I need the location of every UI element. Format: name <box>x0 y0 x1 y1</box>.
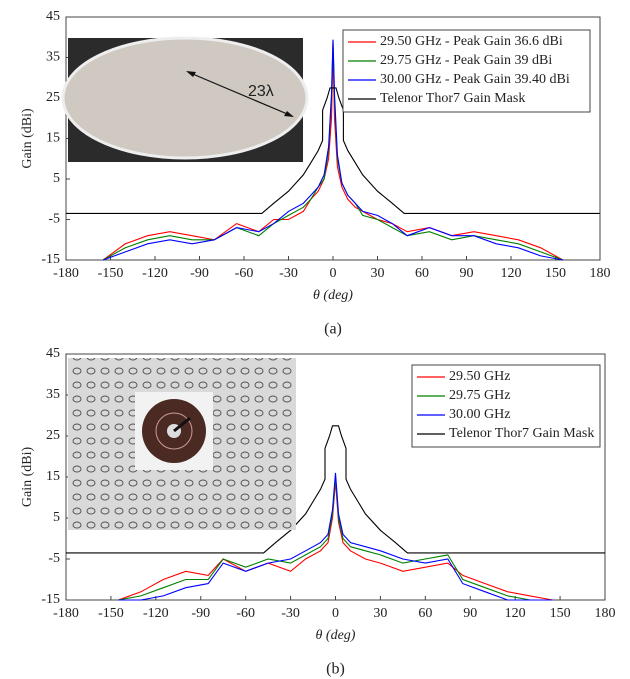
legend-label: Telenor Thor7 Gain Mask <box>380 91 525 106</box>
x-axis-label: θ (deg) <box>313 288 353 303</box>
x-tick-label: -180 <box>53 266 79 281</box>
chart: -180 -150 -120 -90 -60 -30 0 30 60 90 120 150 180 -15… <box>20 346 615 677</box>
y-axis-label: Gain (dBi) <box>20 447 35 508</box>
y-tick-label: 5 <box>53 510 60 525</box>
x-tick-label: 180 <box>595 606 616 621</box>
x-tick-label: -30 <box>281 606 300 621</box>
y-tick-label: 35 <box>46 387 60 402</box>
x-tick-label: -60 <box>236 606 255 621</box>
y-axis-label: Gain (dBi) <box>20 108 35 169</box>
x-tick-label: 0 <box>332 606 339 621</box>
x-tick-label: -180 <box>53 606 79 621</box>
legend-label: 29.75 GHz - Peak Gain 39 dBi <box>380 53 552 68</box>
x-tick-label: 120 <box>501 266 522 281</box>
legend-label: 29.50 GHz - Peak Gain 36.6 dBi <box>380 34 563 49</box>
series-line <box>66 425 605 554</box>
x-tick-label: 60 <box>418 606 432 621</box>
x-tick-label: -90 <box>191 606 210 621</box>
x-tick-label: 180 <box>590 266 611 281</box>
legend-box <box>411 364 601 448</box>
caption: (b) <box>326 661 345 678</box>
y-tick-label: 15 <box>46 131 60 146</box>
caption: (a) <box>324 321 342 338</box>
x-tick-label: -120 <box>143 606 169 621</box>
y-tick-label: 15 <box>46 469 60 484</box>
x-tick-label: 90 <box>460 266 474 281</box>
y-tick-label: 35 <box>46 50 60 65</box>
chart: -180 -150 -120 -90 -60 -30 0 30 60 90 120 150 180 -15… <box>20 9 610 337</box>
x-axis-label: θ (deg) <box>316 628 356 643</box>
x-tick-label: 0 <box>330 266 337 281</box>
legend-label: 29.50 GHz <box>449 369 510 384</box>
x-tick-label: -120 <box>142 266 168 281</box>
y-tick-label: -15 <box>41 592 60 607</box>
photo-a <box>61 36 309 162</box>
legend-label: 30.00 GHz <box>449 407 510 422</box>
x-tick-label: -150 <box>98 266 124 281</box>
series-line <box>118 472 553 601</box>
x-tick-label: -90 <box>190 266 209 281</box>
y-tick-label: -5 <box>48 212 60 227</box>
y-tick-label: 25 <box>46 90 60 105</box>
x-tick-label: 60 <box>415 266 429 281</box>
legend-label: Telenor Thor7 Gain Mask <box>449 426 594 441</box>
x-tick-label: 120 <box>505 606 526 621</box>
y-tick-label: -15 <box>41 252 60 267</box>
y-tick-label: 5 <box>53 171 60 186</box>
legend-label: 29.75 GHz <box>449 388 510 403</box>
x-tick-label: -30 <box>279 266 298 281</box>
photo-b <box>68 358 296 530</box>
x-tick-label: -150 <box>98 606 124 621</box>
legend-label: 30.00 GHz - Peak Gain 39.40 dBi <box>380 72 570 87</box>
x-tick-label: 30 <box>373 606 387 621</box>
x-tick-label: -60 <box>235 266 254 281</box>
y-tick-label: 45 <box>46 9 60 24</box>
y-tick-label: 45 <box>46 346 60 361</box>
annotation: 23λ <box>248 83 274 100</box>
series-line <box>66 87 600 214</box>
x-tick-label: 150 <box>550 606 571 621</box>
x-tick-label: 30 <box>371 266 385 281</box>
x-tick-label: 150 <box>545 266 566 281</box>
charts: -180 -150 -120 -90 -60 -30 0 30 60 90 120 150 180-15… <box>20 9 615 677</box>
legend-box <box>342 29 591 113</box>
y-tick-label: -5 <box>48 551 60 566</box>
y-tick-label: 25 <box>46 428 60 443</box>
x-tick-label: 90 <box>463 606 477 621</box>
series-line <box>102 39 563 261</box>
